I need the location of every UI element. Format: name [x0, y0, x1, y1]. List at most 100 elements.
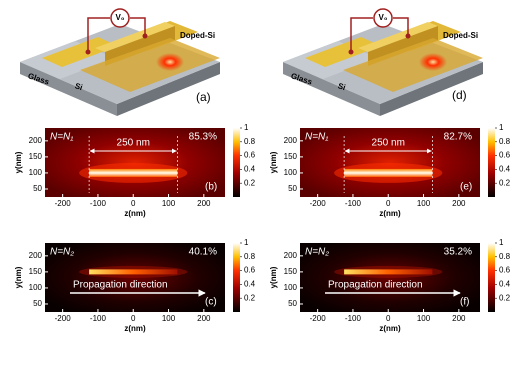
colorbar-tick-label: 1 — [244, 238, 249, 247]
doped-label: Doped-Si — [180, 31, 215, 40]
colorbar-tick-label: 0.8 — [244, 137, 256, 146]
colorbar-tick-label: 0.4 — [499, 165, 511, 174]
wire — [350, 17, 409, 52]
y-tick-label: 200 — [284, 136, 298, 145]
colorbar-tick-label: 0.4 — [244, 280, 256, 289]
wire-node — [85, 49, 91, 55]
x-tick-label: -200 — [310, 314, 327, 323]
y-tick-label: 100 — [284, 283, 298, 292]
colorbar — [233, 128, 240, 197]
y-tick-label: 100 — [29, 168, 43, 177]
y-tick-label: 200 — [29, 251, 43, 260]
si-strip — [80, 38, 220, 92]
x-tick-label: -100 — [90, 314, 107, 323]
waveguide-field — [89, 269, 178, 275]
panel-label: (a) — [196, 90, 211, 104]
y-tick-label: 150 — [284, 267, 298, 276]
wire-node — [405, 33, 411, 39]
voltage-label: V₀ — [116, 13, 125, 22]
panel-label: (b) — [205, 182, 217, 193]
heatmap-bg — [45, 128, 225, 197]
gold-pad — [305, 37, 381, 67]
mode-label: N=N₂ — [50, 247, 74, 258]
panel-label: (c) — [205, 297, 217, 308]
voltmeter — [373, 8, 393, 28]
y-tick-label: 50 — [33, 299, 42, 308]
si-strip — [343, 38, 483, 92]
x-tick-label: -200 — [55, 314, 72, 323]
x-tick-label: 100 — [162, 199, 176, 208]
dimension-label: 250 nm — [372, 138, 405, 149]
colorbar-tick-label: 1 — [244, 123, 249, 132]
y-tick-label: 150 — [29, 152, 43, 161]
colorbar-tick-label: 0.2 — [244, 178, 256, 187]
slab-front — [117, 62, 220, 116]
slab-front — [380, 62, 483, 116]
x-axis-label: z(nm) — [124, 209, 146, 218]
x-tick-label: -100 — [345, 199, 362, 208]
colorbar-tick-label: 0.2 — [244, 293, 256, 302]
mode-label: N=N₁ — [305, 132, 328, 143]
si-label: Si — [337, 81, 347, 92]
x-tick-label: 100 — [417, 199, 431, 208]
dimension-label: 250 nm — [117, 138, 150, 149]
x-tick-label: 0 — [131, 314, 136, 323]
x-tick-label: 100 — [417, 314, 431, 323]
mode-spot — [419, 53, 447, 71]
efficiency: 40.1% — [189, 247, 217, 258]
y-tick-label: 200 — [284, 251, 298, 260]
y-tick-label: 150 — [284, 152, 298, 161]
y-tick-label: 100 — [284, 168, 298, 177]
colorbar-tick-label: 1 — [499, 123, 504, 132]
y-tick-label: 50 — [33, 184, 42, 193]
y-tick-label: 50 — [288, 299, 297, 308]
x-tick-label: -100 — [90, 199, 107, 208]
x-tick-label: 0 — [131, 199, 136, 208]
direction-label: Propagation direction — [73, 280, 168, 291]
mode-label: N=N₂ — [305, 247, 329, 258]
wire-node — [348, 49, 354, 55]
x-tick-label: 200 — [197, 314, 211, 323]
gold-pad — [42, 37, 118, 67]
x-tick-label: 0 — [386, 314, 391, 323]
x-tick-label: -200 — [55, 199, 72, 208]
x-tick-label: 0 — [386, 199, 391, 208]
colorbar-tick-label: 0.6 — [499, 151, 511, 160]
y-axis-label: y(nm) — [269, 151, 278, 173]
x-tick-label: 200 — [197, 199, 211, 208]
x-axis-label: z(nm) — [379, 209, 401, 218]
colorbar — [488, 128, 495, 197]
voltmeter — [110, 8, 130, 28]
y-tick-label: 100 — [29, 283, 43, 292]
mode-label: N=N₁ — [50, 132, 73, 143]
waveguide-field — [344, 168, 433, 177]
y-tick-label: 50 — [288, 184, 297, 193]
colorbar-tick-label: 0.4 — [499, 280, 511, 289]
si-label: Si — [74, 81, 84, 92]
colorbar-tick-label: 0.8 — [499, 252, 511, 261]
ridge-top — [95, 22, 175, 52]
direction-label: Propagation direction — [328, 280, 423, 291]
panel-label: (e) — [460, 182, 472, 193]
slab-side — [20, 62, 117, 116]
x-tick-label: -200 — [310, 199, 327, 208]
x-axis-label: z(nm) — [124, 324, 146, 333]
heatmap-bg — [300, 128, 480, 197]
x-tick-label: 200 — [452, 314, 466, 323]
colorbar-tick-label: 0.4 — [244, 165, 256, 174]
waveguide-field — [89, 168, 178, 177]
efficiency: 82.7% — [444, 132, 472, 143]
doped-label: Doped-Si — [443, 31, 478, 40]
colorbar-tick-label: 0.8 — [499, 137, 511, 146]
y-tick-label: 150 — [29, 267, 43, 276]
colorbar-tick-label: 0.6 — [244, 266, 256, 275]
colorbar-tick-label: 0.2 — [499, 293, 511, 302]
efficiency: 35.2% — [444, 247, 472, 258]
efficiency: 85.3% — [189, 132, 217, 143]
x-tick-label: 100 — [162, 314, 176, 323]
colorbar-tick-label: 0.8 — [244, 252, 256, 261]
colorbar — [233, 243, 240, 312]
